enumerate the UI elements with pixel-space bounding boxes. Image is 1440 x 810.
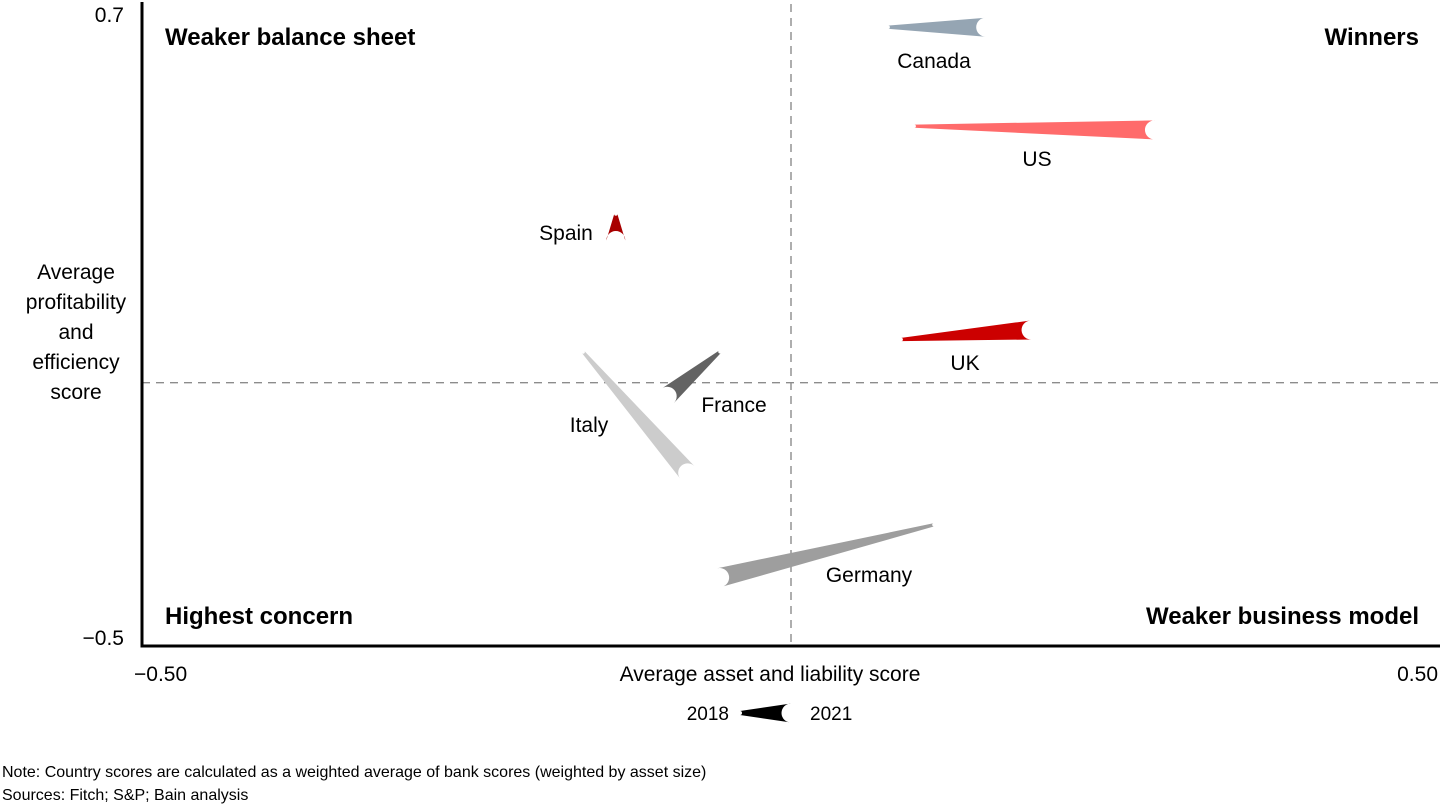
- quadrant-top-left: Weaker balance sheet: [165, 24, 415, 51]
- x-tick-left: −0.50: [134, 663, 187, 686]
- x-axis-label: Average asset and liability score: [620, 663, 921, 686]
- label-italy: Italy: [570, 414, 609, 437]
- y-axis-label-line: and: [58, 321, 93, 344]
- legend-start-label: 2018: [687, 704, 729, 725]
- y-tick-top: 0.7: [95, 4, 124, 27]
- label-france: France: [701, 394, 766, 417]
- label-us: US: [1022, 148, 1051, 171]
- sources-text: Sources: Fitch; S&P; Bain analysis: [2, 787, 249, 804]
- wedge-uk: [901, 320, 1032, 342]
- wedge-us: [914, 120, 1155, 140]
- legend-wedge: [740, 703, 791, 723]
- label-uk: UK: [950, 352, 979, 375]
- wedge-canada: [888, 17, 986, 37]
- wedge-italy: [582, 351, 695, 479]
- wedge-germany: [717, 523, 935, 587]
- wedge-spain: [606, 214, 626, 241]
- legend-end-label: 2021: [810, 704, 852, 725]
- y-tick-bottom: −0.5: [83, 627, 124, 650]
- label-germany: Germany: [826, 564, 913, 587]
- quadrant-top-right: Winners: [1325, 24, 1419, 51]
- x-tick-right: 0.50: [1397, 663, 1438, 686]
- y-axis-label-line: efficiency: [32, 351, 120, 374]
- wedge-france: [661, 350, 721, 404]
- y-axis-label-line: Average: [37, 261, 115, 284]
- quadrant-bottom-left: Highest concern: [165, 603, 353, 630]
- label-canada: Canada: [897, 50, 971, 73]
- quadrant-bottom-right: Weaker business model: [1146, 603, 1419, 630]
- label-spain: Spain: [539, 222, 593, 245]
- y-axis-label-line: profitability: [26, 291, 127, 314]
- note-text: Note: Country scores are calculated as a…: [2, 764, 707, 781]
- y-axis-label-line: score: [50, 381, 101, 404]
